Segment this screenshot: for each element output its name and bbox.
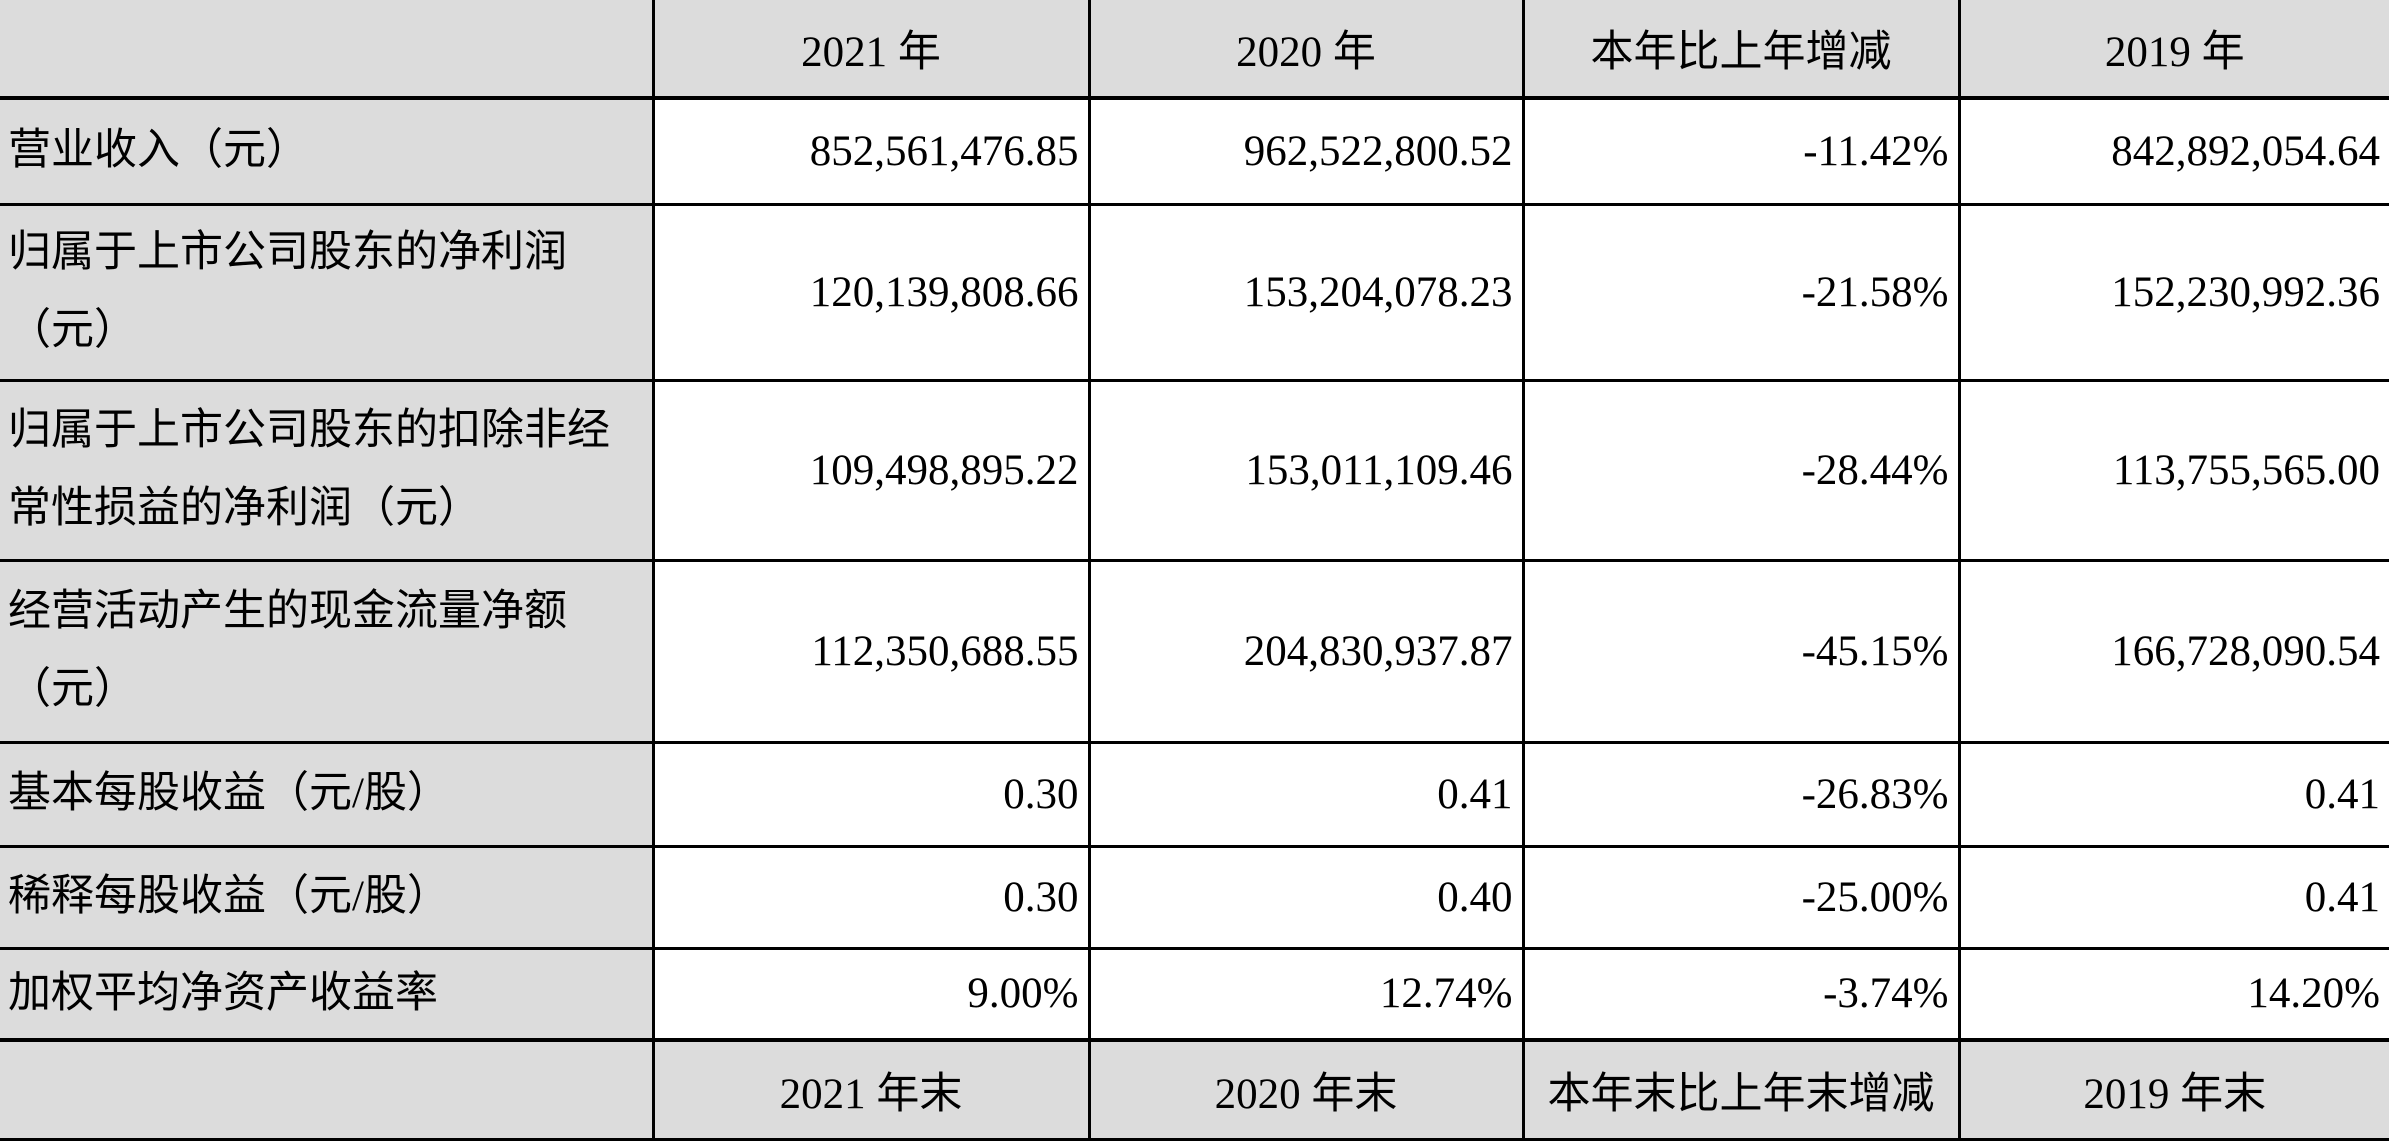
cell-value-2020: 204,830,937.87 <box>1087 558 1525 744</box>
table-row-diluted-eps: 稀释每股收益（元/股） 0.30 0.40 -25.00% 0.41 <box>0 844 2389 950</box>
cell-value-2020: 962,522,800.52 <box>1087 96 1525 206</box>
header-col-2020-end: 2020 年末 <box>1087 1038 1525 1141</box>
cell-value-2020: 153,204,078.23 <box>1087 202 1525 382</box>
cell-value-change: -11.42% <box>1521 96 1961 206</box>
cell-value-change: -25.00% <box>1521 844 1961 950</box>
cell-value-2019: 0.41 <box>1957 740 2389 848</box>
row-label: 归属于上市公司股东的扣除非经常性损益的净利润（元） <box>0 378 655 562</box>
header-col-2019-end: 2019 年末 <box>1957 1038 2389 1141</box>
cell-value-2021: 9.00% <box>651 946 1091 1042</box>
cell-value-2021: 109,498,895.22 <box>651 378 1091 562</box>
cell-value-2019: 842,892,054.64 <box>1957 96 2389 206</box>
row-label: 归属于上市公司股东的净利润（元） <box>0 202 655 382</box>
header-row-top: 2021 年 2020 年 本年比上年增减 2019 年 <box>0 0 2389 100</box>
table-row-net-profit: 归属于上市公司股东的净利润（元） 120,139,808.66 153,204,… <box>0 202 2389 382</box>
cell-value-change: -28.44% <box>1521 378 1961 562</box>
cell-value-2019: 113,755,565.00 <box>1957 378 2389 562</box>
header-col-2019: 2019 年 <box>1957 0 2389 100</box>
cell-value-change: -45.15% <box>1521 558 1961 744</box>
cell-value-2019: 0.41 <box>1957 844 2389 950</box>
cell-value-change: -26.83% <box>1521 740 1961 848</box>
table-row-net-profit-excl-nonrecurring: 归属于上市公司股东的扣除非经常性损益的净利润（元） 109,498,895.22… <box>0 378 2389 562</box>
cell-value-2021: 120,139,808.66 <box>651 202 1091 382</box>
cell-value-2020: 0.40 <box>1087 844 1525 950</box>
cell-value-2019: 152,230,992.36 <box>1957 202 2389 382</box>
cell-value-2021: 112,350,688.55 <box>651 558 1091 744</box>
cell-value-change: -3.74% <box>1521 946 1961 1042</box>
header-col-yearend-change: 本年末比上年末增减 <box>1521 1038 1961 1141</box>
table-row-basic-eps: 基本每股收益（元/股） 0.30 0.41 -26.83% 0.41 <box>0 740 2389 848</box>
row-label: 营业收入（元） <box>0 96 655 206</box>
cell-value-change: -21.58% <box>1521 202 1961 382</box>
header-col-yoy-change: 本年比上年增减 <box>1521 0 1961 100</box>
cell-value-2021: 852,561,476.85 <box>651 96 1091 206</box>
cell-value-2021: 0.30 <box>651 844 1091 950</box>
row-label: 基本每股收益（元/股） <box>0 740 655 848</box>
header-row-bottom: 2021 年末 2020 年末 本年末比上年末增减 2019 年末 <box>0 1038 2389 1141</box>
table-row-weighted-avg-roe: 加权平均净资产收益率 9.00% 12.74% -3.74% 14.20% <box>0 946 2389 1042</box>
header-col-2021-end: 2021 年末 <box>651 1038 1091 1141</box>
table-row-operating-revenue: 营业收入（元） 852,561,476.85 962,522,800.52 -1… <box>0 96 2389 206</box>
cell-value-2019: 14.20% <box>1957 946 2389 1042</box>
cell-value-2020: 12.74% <box>1087 946 1525 1042</box>
row-label: 经营活动产生的现金流量净额（元） <box>0 558 655 744</box>
cell-value-2020: 0.41 <box>1087 740 1525 848</box>
cell-value-2021: 0.30 <box>651 740 1091 848</box>
header-corner-cell <box>0 0 655 100</box>
row-label: 加权平均净资产收益率 <box>0 946 655 1042</box>
header-col-2020: 2020 年 <box>1087 0 1525 100</box>
table-row-operating-cash-flow: 经营活动产生的现金流量净额（元） 112,350,688.55 204,830,… <box>0 558 2389 744</box>
row-label: 稀释每股收益（元/股） <box>0 844 655 950</box>
header-col-2021: 2021 年 <box>651 0 1091 100</box>
cell-value-2020: 153,011,109.46 <box>1087 378 1525 562</box>
cell-value-2019: 166,728,090.54 <box>1957 558 2389 744</box>
header-corner-cell-bottom <box>0 1038 655 1141</box>
